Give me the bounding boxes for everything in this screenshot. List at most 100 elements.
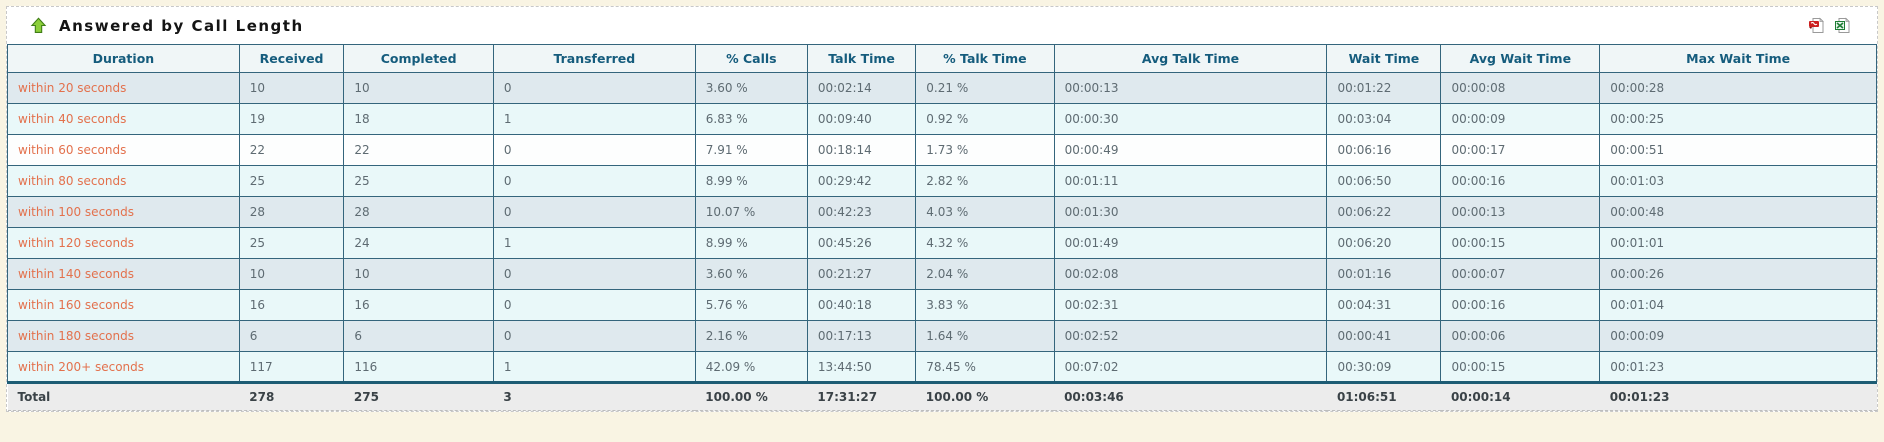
value-cell-completed: 22 (343, 134, 494, 166)
total-cell-calls: 100.00 % (695, 382, 808, 411)
value-cell-max-wait-time: 00:00:51 (1599, 134, 1877, 166)
table-row: within 80 seconds 25 25 0 8.99 % 00:29:42 2.82… (7, 165, 1877, 197)
column-header-avg-wait-time: Avg Wait Time (1440, 44, 1601, 73)
value-cell-calls: 6.83 % (694, 103, 808, 135)
value-cell-completed: 116 (343, 351, 494, 384)
value-cell-completed: 10 (343, 72, 494, 104)
value-cell-transferred: 1 (492, 351, 696, 384)
value-cell-avg-talk-time: 00:01:30 (1053, 196, 1328, 228)
value-cell-received: 10 (238, 258, 345, 290)
value-cell-avg-talk-time: 00:02:52 (1053, 320, 1328, 352)
value-cell-completed: 18 (343, 103, 494, 135)
table-row: within 60 seconds 22 22 0 7.91 % 00:18:14 1.73… (7, 134, 1877, 166)
value-cell-talk-time: 00:45:26 (806, 227, 917, 259)
value-cell-completed: 25 (343, 165, 494, 197)
value-cell-completed: 6 (343, 320, 494, 352)
value-cell-talk-time: 78.45 % (915, 351, 1055, 384)
column-header-duration: Duration (7, 44, 240, 73)
value-cell-received: 25 (238, 227, 345, 259)
value-cell-completed: 24 (343, 227, 494, 259)
value-cell-avg-wait-time: 00:00:07 (1440, 258, 1601, 290)
value-cell-completed: 28 (343, 196, 494, 228)
value-cell-transferred: 1 (492, 103, 696, 135)
value-cell-wait-time: 00:01:22 (1326, 72, 1442, 104)
value-cell-avg-wait-time: 00:00:06 (1440, 320, 1601, 352)
answered-by-call-length-table: Duration Received Completed Transferred% Ca… (7, 44, 1877, 411)
value-cell-avg-talk-time: 00:02:08 (1053, 258, 1328, 290)
total-row: Total 278 275 3 100.00 % 17:31:27 100.00 % 00:0… (7, 382, 1877, 411)
column-header-talk-time: % Talk Time (915, 44, 1055, 73)
value-cell-avg-wait-time: 00:00:13 (1440, 196, 1601, 228)
value-cell-avg-talk-time: 00:00:13 (1053, 72, 1328, 104)
table-header-row: Duration Received Completed Transferred% Ca… (7, 44, 1877, 73)
value-cell-completed: 16 (343, 289, 494, 321)
column-header-avg-talk-time: Avg Talk Time (1053, 44, 1328, 73)
value-cell-max-wait-time: 00:01:04 (1599, 289, 1877, 321)
value-cell-calls: 8.99 % (694, 165, 808, 197)
duration-cell: within 100 seconds (7, 196, 240, 228)
value-cell-transferred: 0 (492, 258, 696, 290)
duration-cell: within 80 seconds (7, 165, 240, 197)
collapse-panel-icon[interactable] (29, 17, 47, 35)
duration-cell: within 20 seconds (7, 72, 240, 104)
value-cell-talk-time: 0.92 % (915, 103, 1055, 135)
value-cell-max-wait-time: 00:00:28 (1599, 72, 1877, 104)
value-cell-avg-talk-time: 00:07:02 (1053, 351, 1328, 384)
export-pdf-icon[interactable] (1808, 17, 1825, 34)
value-cell-avg-talk-time: 00:01:49 (1053, 227, 1328, 259)
value-cell-wait-time: 00:30:09 (1326, 351, 1442, 384)
value-cell-avg-talk-time: 00:02:31 (1053, 289, 1328, 321)
total-cell-received: 278 (239, 382, 344, 411)
duration-cell: within 120 seconds (7, 227, 240, 259)
value-cell-calls: 10.07 % (694, 196, 808, 228)
value-cell-talk-time: 0.21 % (915, 72, 1055, 104)
value-cell-avg-talk-time: 00:00:49 (1053, 134, 1328, 166)
value-cell-transferred: 0 (492, 289, 696, 321)
column-header-transferred: Transferred (492, 44, 696, 73)
panel-titlebar: Answered by Call Length (7, 7, 1877, 44)
value-cell-wait-time: 00:06:50 (1326, 165, 1442, 197)
value-cell-transferred: 0 (492, 320, 696, 352)
value-cell-max-wait-time: 00:01:03 (1599, 165, 1877, 197)
value-cell-wait-time: 00:03:04 (1326, 103, 1442, 135)
total-cell-avg-wait-time: 00:00:14 (1440, 382, 1600, 411)
table-row: within 140 seconds 10 10 0 3.60 % 00:21:27 2.0… (7, 258, 1877, 290)
value-cell-talk-time: 2.82 % (915, 165, 1055, 197)
value-cell-avg-wait-time: 00:00:09 (1440, 103, 1601, 135)
table-row: within 160 seconds 16 16 0 5.76 % 00:40:18 3.8… (7, 289, 1877, 321)
table-row: within 120 seconds 25 24 1 8.99 % 00:45:26 4.3… (7, 227, 1877, 259)
value-cell-avg-wait-time: 00:00:17 (1440, 134, 1601, 166)
table-row: within 180 seconds 6 6 0 2.16 % 00:17:13 1.64 … (7, 320, 1877, 352)
value-cell-transferred: 0 (492, 134, 696, 166)
value-cell-talk-time: 00:02:14 (806, 72, 917, 104)
value-cell-avg-wait-time: 00:00:15 (1440, 351, 1601, 384)
value-cell-wait-time: 00:00:41 (1326, 320, 1442, 352)
duration-cell: within 200+ seconds (7, 351, 240, 384)
value-cell-talk-time: 00:40:18 (806, 289, 917, 321)
value-cell-received: 22 (238, 134, 345, 166)
total-cell-avg-talk-time: 00:03:46 (1054, 382, 1327, 411)
value-cell-avg-wait-time: 00:00:16 (1440, 289, 1601, 321)
value-cell-talk-time: 3.83 % (915, 289, 1055, 321)
value-cell-wait-time: 00:06:22 (1326, 196, 1442, 228)
total-label: Total (7, 382, 240, 411)
total-cell-talk-time: 17:31:27 (807, 382, 916, 411)
table-row: within 40 seconds 19 18 1 6.83 % 00:09:40 0.92… (7, 103, 1877, 135)
column-header-max-wait-time: Max Wait Time (1599, 44, 1877, 73)
duration-cell: within 40 seconds (7, 103, 240, 135)
column-header-wait-time: Wait Time (1326, 44, 1442, 73)
value-cell-max-wait-time: 00:00:26 (1599, 258, 1877, 290)
column-header-talk-time: Talk Time (806, 44, 917, 73)
value-cell-calls: 2.16 % (694, 320, 808, 352)
export-excel-icon[interactable] (1834, 17, 1851, 34)
table-row: within 20 seconds 10 10 0 3.60 % 00:02:14 0.21… (7, 72, 1877, 104)
value-cell-max-wait-time: 00:00:25 (1599, 103, 1877, 135)
total-cell-talk-time: 100.00 % (915, 382, 1055, 411)
value-cell-received: 10 (238, 72, 345, 104)
value-cell-transferred: 0 (492, 165, 696, 197)
value-cell-received: 117 (238, 351, 345, 384)
duration-cell: within 140 seconds (7, 258, 240, 290)
column-header-completed: Completed (343, 44, 494, 73)
value-cell-wait-time: 00:01:16 (1326, 258, 1442, 290)
value-cell-talk-time: 00:21:27 (806, 258, 917, 290)
